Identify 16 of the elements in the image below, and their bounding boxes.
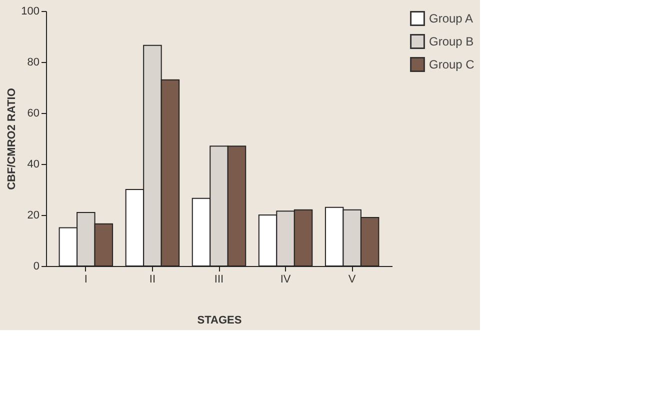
x-axis-title: STAGES	[197, 314, 242, 326]
y-tick-label: 20	[27, 210, 40, 222]
y-tick-label: 80	[27, 56, 40, 68]
legend-label: Group A	[429, 12, 474, 26]
x-tick-label: IV	[280, 274, 292, 286]
legend-label: Group C	[429, 58, 475, 72]
x-tick-label: II	[149, 274, 156, 286]
x-tick-label: I	[84, 274, 88, 286]
y-tick-label: 0	[33, 260, 40, 272]
y-tick-label: 60	[27, 108, 40, 120]
x-tick-label: V	[348, 274, 356, 286]
x-tick-label: III	[214, 274, 224, 286]
y-tick-label: 100	[21, 6, 40, 18]
legend-label: Group B	[429, 34, 474, 48]
y-tick-label: 40	[27, 158, 40, 170]
y-axis-title: CBF/CMRO2 RATIO	[6, 88, 18, 190]
